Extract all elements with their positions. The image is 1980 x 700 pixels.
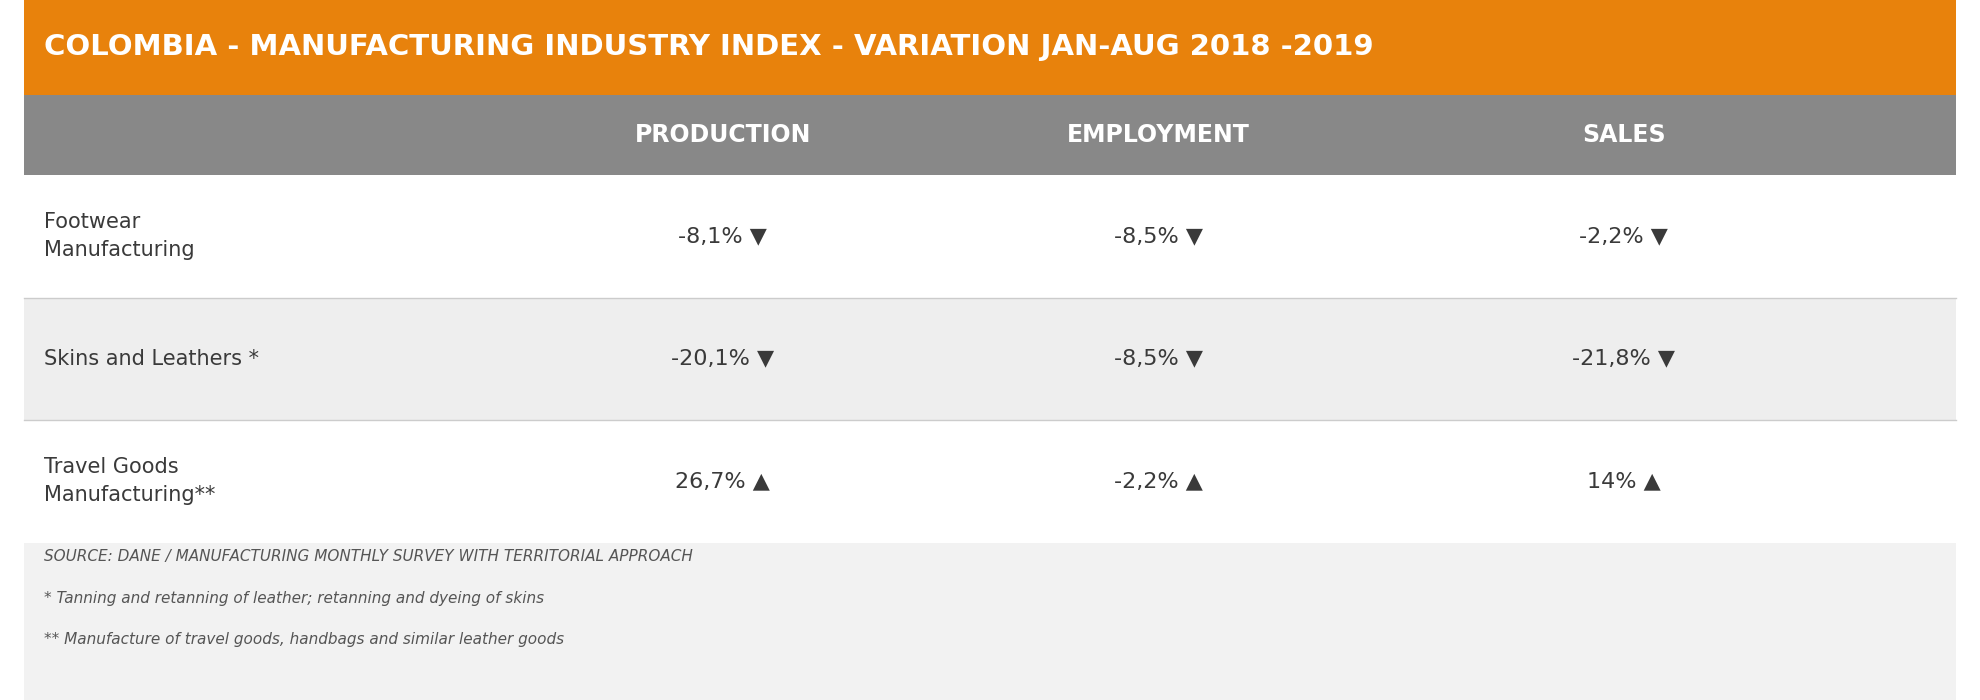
Text: COLOMBIA - MANUFACTURING INDUSTRY INDEX - VARIATION JAN-AUG 2018 -2019: COLOMBIA - MANUFACTURING INDUSTRY INDEX … (44, 33, 1374, 62)
FancyBboxPatch shape (24, 420, 1956, 542)
Text: ** Manufacture of travel goods, handbags and similar leather goods: ** Manufacture of travel goods, handbags… (44, 632, 564, 648)
FancyBboxPatch shape (24, 175, 1956, 298)
Text: -20,1% ▼: -20,1% ▼ (671, 349, 774, 369)
FancyBboxPatch shape (24, 94, 1956, 175)
Text: 26,7% ▲: 26,7% ▲ (675, 471, 770, 491)
Text: Footwear
Manufacturing: Footwear Manufacturing (44, 212, 194, 260)
Text: 14% ▲: 14% ▲ (1586, 471, 1661, 491)
FancyBboxPatch shape (24, 0, 1956, 94)
Text: EMPLOYMENT: EMPLOYMENT (1067, 122, 1249, 147)
Text: Travel Goods
Manufacturing**: Travel Goods Manufacturing** (44, 457, 216, 505)
Text: -8,5% ▼: -8,5% ▼ (1115, 349, 1202, 369)
Text: -21,8% ▼: -21,8% ▼ (1572, 349, 1675, 369)
Text: Skins and Leathers *: Skins and Leathers * (44, 349, 259, 369)
FancyBboxPatch shape (24, 298, 1956, 420)
Text: PRODUCTION: PRODUCTION (634, 122, 812, 147)
Text: * Tanning and retanning of leather; retanning and dyeing of skins: * Tanning and retanning of leather; reta… (44, 591, 544, 606)
Text: SALES: SALES (1582, 122, 1665, 147)
Text: -8,1% ▼: -8,1% ▼ (679, 226, 766, 246)
Text: SOURCE: DANE / MANUFACTURING MONTHLY SURVEY WITH TERRITORIAL APPROACH: SOURCE: DANE / MANUFACTURING MONTHLY SUR… (44, 550, 693, 564)
FancyBboxPatch shape (24, 542, 1956, 700)
Text: -2,2% ▲: -2,2% ▲ (1115, 471, 1202, 491)
Text: -8,5% ▼: -8,5% ▼ (1115, 226, 1202, 246)
Text: -2,2% ▼: -2,2% ▼ (1580, 226, 1667, 246)
